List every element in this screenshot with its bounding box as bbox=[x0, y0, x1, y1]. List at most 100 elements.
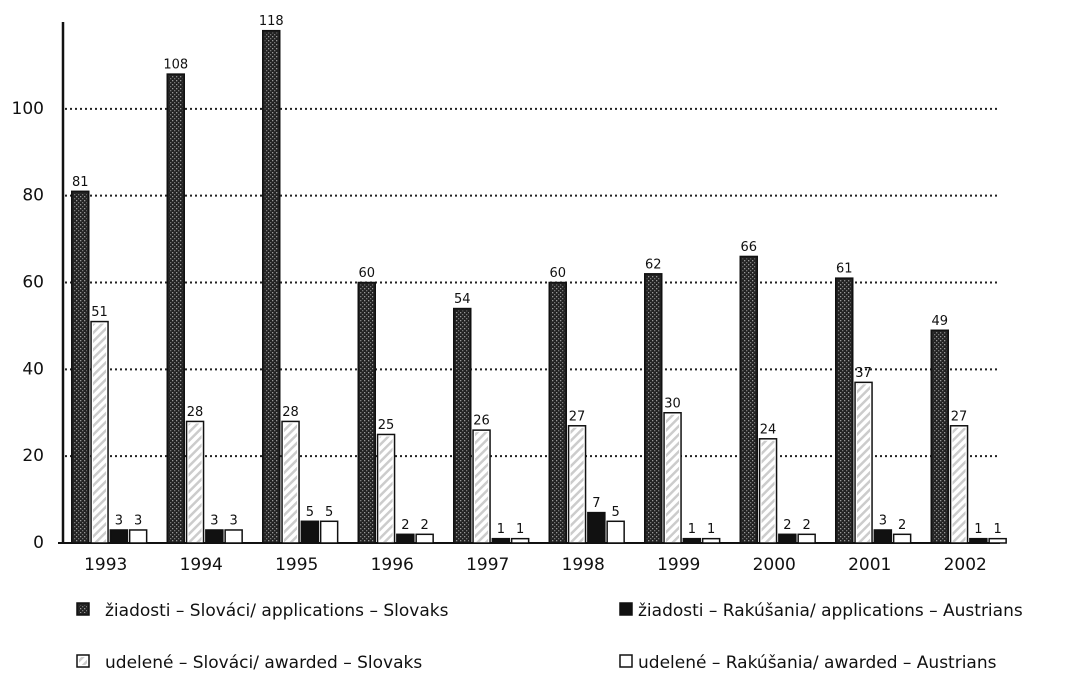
value-label: 1 bbox=[994, 522, 1002, 537]
bar-pattern bbox=[952, 427, 966, 542]
bar bbox=[224, 529, 243, 544]
bar bbox=[969, 537, 988, 544]
bar bbox=[396, 533, 415, 544]
value-label: 2 bbox=[803, 518, 811, 533]
x-tick-label: 2002 bbox=[944, 555, 987, 575]
value-label: 3 bbox=[879, 513, 887, 528]
bar-pattern bbox=[933, 332, 947, 542]
bar bbox=[797, 533, 816, 544]
value-label: 2 bbox=[421, 518, 429, 533]
bar bbox=[682, 537, 702, 544]
value-label: 30 bbox=[664, 396, 681, 411]
x-tick-label: 1998 bbox=[562, 555, 605, 575]
y-tick-label: 40 bbox=[22, 359, 44, 379]
value-label: 1 bbox=[707, 522, 715, 537]
value-label: 81 bbox=[72, 175, 89, 190]
bar-pattern bbox=[93, 323, 107, 542]
value-label: 28 bbox=[187, 405, 204, 420]
value-label: 108 bbox=[163, 58, 188, 73]
bar bbox=[109, 529, 129, 544]
y-tick-label: 100 bbox=[12, 99, 44, 119]
x-tick-label: 2001 bbox=[848, 555, 891, 575]
bar-pattern bbox=[837, 280, 851, 542]
value-label: 26 bbox=[473, 414, 490, 429]
bar-pattern bbox=[284, 423, 298, 542]
value-label: 1 bbox=[974, 522, 982, 537]
bar bbox=[128, 529, 148, 544]
y-tick-label: 60 bbox=[22, 273, 44, 293]
bar bbox=[205, 529, 224, 544]
bar-pattern bbox=[570, 427, 584, 542]
value-label: 54 bbox=[454, 292, 471, 307]
bar-pattern bbox=[188, 423, 202, 542]
value-label: 51 bbox=[91, 305, 108, 320]
value-label: 27 bbox=[951, 409, 968, 424]
value-label: 7 bbox=[592, 496, 600, 511]
value-label: 28 bbox=[282, 405, 299, 420]
x-tick-label: 1994 bbox=[180, 555, 223, 575]
legend-swatch-pattern bbox=[79, 657, 87, 665]
bar bbox=[491, 537, 511, 544]
legend-label: udelené – Rakúšania/ awarded – Austrians bbox=[638, 653, 997, 673]
bar-pattern bbox=[455, 310, 469, 542]
legend-label: udelené – Slováci/ awarded – Slovaks bbox=[105, 653, 422, 673]
x-tick-label: 1997 bbox=[466, 555, 509, 575]
value-label: 60 bbox=[549, 266, 566, 281]
x-tick-label: 1999 bbox=[657, 555, 700, 575]
y-tick-label: 80 bbox=[22, 186, 44, 206]
value-label: 60 bbox=[358, 266, 375, 281]
legend-label: žiadosti – Rakúšania/ applications – Aus… bbox=[638, 601, 1023, 621]
value-label: 24 bbox=[760, 422, 777, 437]
value-label: 27 bbox=[569, 409, 586, 424]
value-label: 3 bbox=[134, 513, 142, 528]
x-tick-label: 2000 bbox=[753, 555, 796, 575]
bar-pattern bbox=[73, 193, 87, 542]
legend-label: žiadosti – Slováci/ applications – Slova… bbox=[105, 601, 449, 621]
bar-pattern bbox=[360, 284, 374, 542]
value-label: 61 bbox=[836, 262, 853, 277]
bar bbox=[873, 529, 893, 544]
bar-pattern bbox=[857, 384, 871, 542]
value-label: 1 bbox=[516, 522, 524, 537]
value-label: 2 bbox=[783, 518, 791, 533]
bar-pattern bbox=[742, 258, 756, 542]
y-tick-label: 0 bbox=[33, 533, 44, 553]
value-label: 1 bbox=[497, 522, 505, 537]
x-tick-label: 1996 bbox=[371, 555, 414, 575]
value-label: 118 bbox=[259, 14, 284, 29]
value-label: 2 bbox=[401, 518, 409, 533]
value-label: 66 bbox=[740, 240, 757, 255]
legend-swatch-pattern bbox=[79, 605, 87, 613]
value-label: 3 bbox=[115, 513, 123, 528]
y-tick-label: 20 bbox=[22, 446, 44, 466]
value-label: 2 bbox=[898, 518, 906, 533]
legend-swatch bbox=[619, 654, 633, 668]
bar-pattern bbox=[264, 32, 278, 542]
bar bbox=[778, 533, 797, 544]
bar bbox=[415, 533, 434, 544]
bar bbox=[319, 520, 339, 544]
bar-pattern bbox=[475, 432, 489, 542]
value-label: 49 bbox=[931, 314, 948, 329]
x-tick-label: 1995 bbox=[275, 555, 318, 575]
bar bbox=[587, 511, 606, 544]
bar-pattern bbox=[761, 440, 775, 542]
value-label: 37 bbox=[855, 366, 872, 381]
x-tick-label: 1993 bbox=[84, 555, 127, 575]
bar bbox=[510, 537, 530, 544]
bar bbox=[701, 537, 721, 544]
value-label: 3 bbox=[210, 513, 218, 528]
value-label: 3 bbox=[230, 513, 238, 528]
value-label: 62 bbox=[645, 257, 662, 272]
bar bbox=[300, 520, 320, 544]
bar bbox=[988, 537, 1007, 544]
bar bbox=[606, 520, 625, 544]
value-label: 5 bbox=[612, 505, 620, 520]
legend-swatch bbox=[619, 602, 633, 616]
bar bbox=[892, 533, 912, 544]
value-label: 5 bbox=[325, 505, 333, 520]
value-label: 25 bbox=[378, 418, 395, 433]
bar-pattern bbox=[551, 284, 565, 542]
bar-pattern bbox=[169, 76, 183, 542]
